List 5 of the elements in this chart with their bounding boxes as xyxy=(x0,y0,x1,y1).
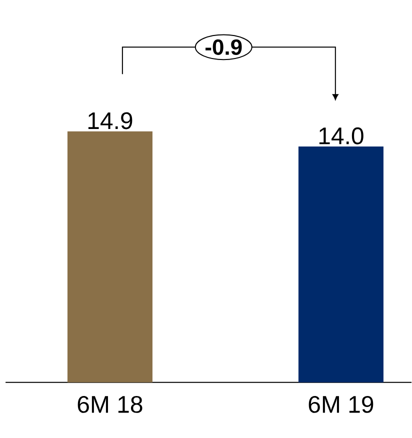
x-tick-label: 6M 18 xyxy=(78,396,142,413)
data-label: 14.0 xyxy=(320,127,364,144)
x-tick-label: 6M 19 xyxy=(309,396,374,413)
data-label: 14.9 xyxy=(88,112,132,130)
text: -0.9 xyxy=(206,39,242,55)
